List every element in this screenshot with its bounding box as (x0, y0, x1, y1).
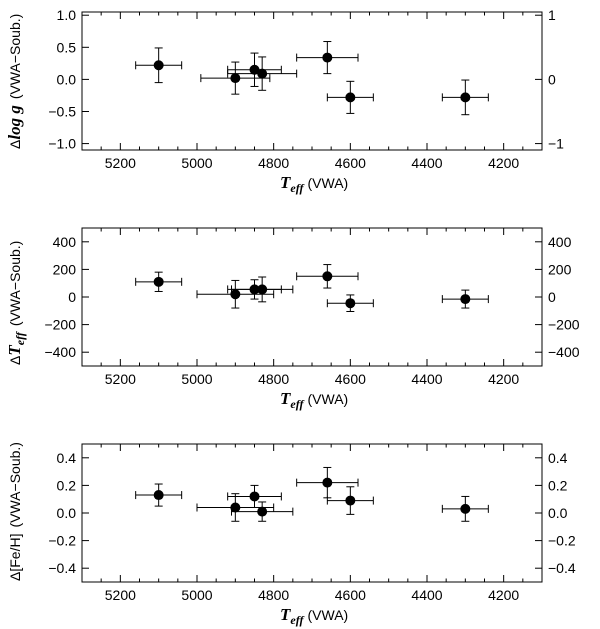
x-axis-label-main: T (280, 605, 291, 624)
data-point (460, 503, 471, 514)
y-tick-label-right: −0.4 (548, 560, 576, 576)
y-tick-label-left: 0.0 (57, 505, 77, 521)
x-axis-label-suffix: (VWA) (308, 391, 349, 407)
y-tick-label-left: −0.4 (48, 560, 76, 576)
panel-2: 5200 5000 4800 4600 4400 4200 400 200 0 −200 −400 4… (5, 227, 580, 411)
y-tick-label-right: 0.2 (548, 477, 568, 493)
y-axis-label-suffix: (VWA−Soub.) (7, 442, 23, 527)
y-tick-label-right: 0 (548, 289, 556, 305)
y-axis-label-delta: Δ (7, 572, 23, 581)
data-point (230, 502, 241, 513)
data-point (345, 298, 356, 309)
data-point (345, 495, 356, 506)
data-point (345, 92, 356, 103)
x-tick-label: 5200 (105, 587, 136, 603)
data-point (230, 73, 241, 84)
y-tick-label-left: 0 (68, 289, 76, 305)
x-tick-label: 4400 (411, 587, 442, 603)
data-point (460, 294, 471, 305)
x-axis-label-sub: eff (290, 613, 304, 627)
x-tick-label: 5000 (181, 155, 212, 171)
data-point (460, 92, 471, 103)
y-tick-label-left: −1.0 (48, 136, 76, 152)
data-point (257, 68, 268, 79)
panel-1: 5200 5000 4800 4600 4400 4200 1.0 0.5 0.0 −0.5 −1.… (5, 7, 564, 195)
y-tick-label-right: −0.2 (548, 533, 576, 549)
x-tick-label: 4400 (411, 371, 442, 387)
y-tick-label-left: 400 (53, 234, 77, 250)
y-tick-label-right: −400 (548, 344, 580, 360)
x-axis-label-main: T (280, 173, 291, 192)
x-tick-label: 4600 (335, 155, 366, 171)
y-tick-label-left: 0.0 (57, 71, 77, 87)
y-axis-label-main: [Fe/H] (7, 534, 23, 572)
y-tick-label-left: −400 (44, 344, 76, 360)
x-tick-label: 5200 (105, 371, 136, 387)
data-point (322, 477, 333, 488)
x-tick-label: 4200 (488, 371, 519, 387)
data-point (230, 289, 241, 300)
x-tick-label: 4400 (411, 155, 442, 171)
x-axis-label-sub: eff (290, 181, 304, 195)
x-axis-label-sub: eff (290, 397, 304, 411)
x-tick-label: 4800 (258, 371, 289, 387)
y-tick-label-left: 0.4 (57, 450, 77, 466)
x-tick-label: 5200 (105, 155, 136, 171)
y-axis-label: Δ[Fe/H] (VWA−Soub.) (7, 442, 23, 581)
y-axis-label-suffix: (VWA−Soub.) (7, 241, 23, 326)
y-tick-label-left: 200 (53, 261, 77, 277)
y-axis-label-main: log g (5, 105, 24, 140)
x-axis-label: Teff (VWA) (280, 605, 348, 627)
data-point (153, 60, 164, 71)
y-tick-label-right: 400 (548, 234, 572, 250)
x-tick-label: 4600 (335, 371, 366, 387)
y-tick-label-left: −0.2 (48, 533, 76, 549)
data-point (153, 276, 164, 287)
x-tick-label: 5000 (181, 371, 212, 387)
plot-frame (81, 11, 543, 151)
data-point (257, 284, 268, 295)
y-axis-label-delta: Δ (7, 356, 23, 365)
x-tick-label: 4600 (335, 587, 366, 603)
x-axis-label-suffix: (VWA) (308, 175, 349, 191)
data-point (249, 64, 260, 75)
y-tick-label-right: −200 (548, 317, 580, 333)
data-point (322, 52, 333, 63)
y-tick-label-right: 200 (548, 261, 572, 277)
y-tick-label-left: 0.2 (57, 477, 77, 493)
x-axis-label-suffix: (VWA) (308, 607, 349, 623)
plot-frame (81, 443, 543, 583)
y-axis-label-main: T (5, 345, 24, 356)
x-axis-label: Teff (VWA) (280, 173, 348, 195)
y-tick-label-right: 0.0 (548, 505, 568, 521)
x-axis-label: Teff (VWA) (280, 389, 348, 411)
y-tick-label-right: −1 (548, 136, 564, 152)
y-tick-label-right: 0 (548, 71, 556, 87)
panel-3: 5200 5000 4800 4600 4400 4200 0.4 0.2 0.0 −0.2 −0.… (7, 442, 576, 627)
y-tick-label-left: −0.5 (48, 103, 76, 119)
x-tick-label: 4200 (488, 155, 519, 171)
y-tick-label-left: 0.5 (57, 39, 77, 55)
plot-frame (81, 227, 543, 367)
x-tick-label: 5000 (181, 587, 212, 603)
data-point (249, 491, 260, 502)
x-tick-label: 4200 (488, 587, 519, 603)
y-axis-label-suffix: (VWA−Soub.) (7, 14, 23, 99)
x-axis-label-main: T (280, 389, 291, 408)
x-tick-label: 4800 (258, 587, 289, 603)
y-tick-label-left: 1.0 (57, 7, 77, 23)
y-axis-label-sub: eff (13, 331, 27, 345)
x-tick-label: 4800 (258, 155, 289, 171)
y-axis-label: Δlog g (VWA−Soub.) (5, 14, 24, 149)
data-point (322, 271, 333, 282)
y-tick-label-right: 0.4 (548, 450, 568, 466)
y-axis-label-delta: Δ (7, 140, 23, 149)
y-tick-label-left: −200 (44, 317, 76, 333)
data-point (257, 506, 268, 517)
y-axis-label: ΔTeff (VWA−Soub.) (5, 241, 27, 365)
data-point (153, 490, 164, 501)
y-tick-label-right: 1 (548, 7, 556, 23)
